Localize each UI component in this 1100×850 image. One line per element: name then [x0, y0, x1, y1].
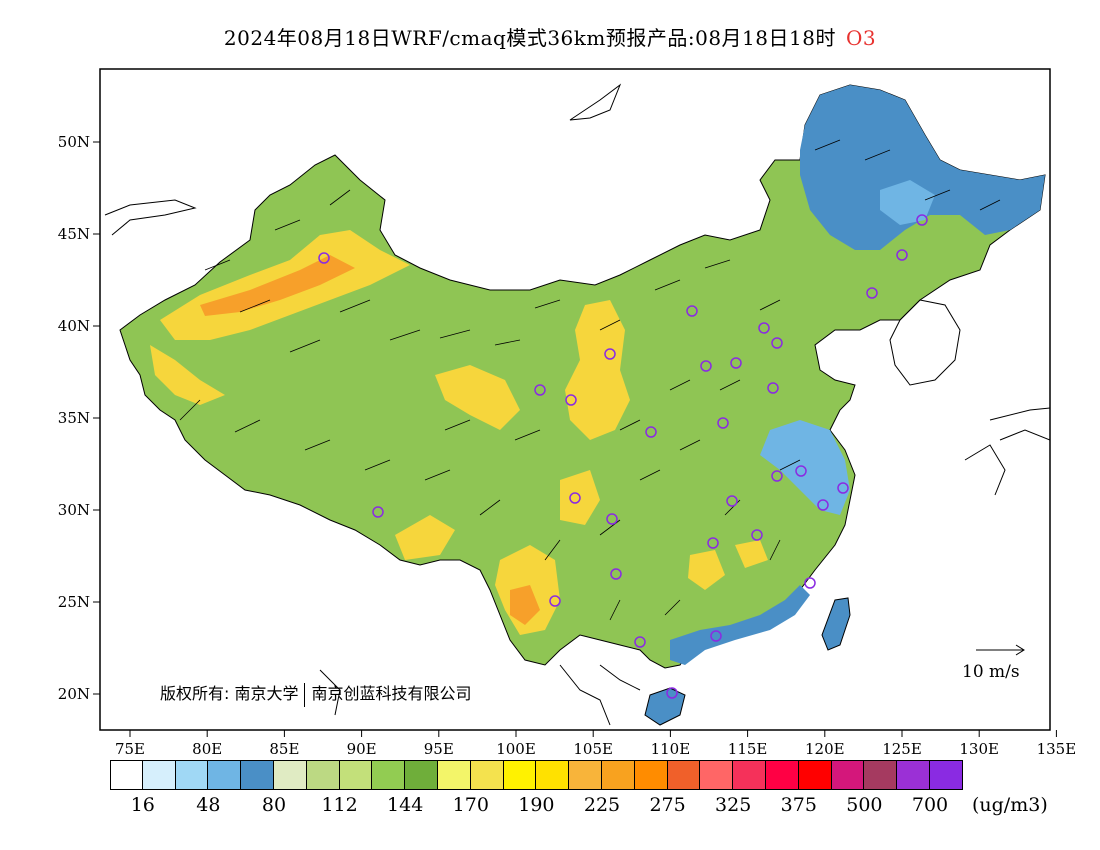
color-legend-unit: (ug/m3)	[972, 794, 1048, 816]
x-tick-label: 75E	[115, 740, 145, 758]
ozone-high-loess	[565, 300, 630, 440]
x-tick-label: 85E	[269, 740, 299, 758]
y-tick-label: 30N	[58, 501, 90, 519]
color-swatch	[142, 760, 176, 790]
x-tick-label: 115E	[728, 740, 768, 758]
ozone-peak-northwest	[200, 255, 355, 316]
map-title: 2024年08月18日WRF/cmaq模式36km预报产品:08月18日18时 O…	[0, 22, 1100, 51]
color-swatch	[634, 760, 668, 790]
hainan-island	[644, 687, 686, 726]
color-swatch	[503, 760, 537, 790]
color-swatch	[601, 760, 635, 790]
color-legend-labels: 16 48 80 112 144 170 190 225 275 325 375 500 700	[110, 794, 1010, 818]
color-legend-label: 112	[321, 794, 358, 816]
color-swatch	[700, 760, 734, 790]
copyright-note: 版权所有: 南京大学 南京创蓝科技有限公司	[160, 680, 472, 707]
color-legend-label: 275	[649, 794, 686, 816]
taiwan-island	[821, 597, 851, 651]
wind-scale-label: 10 m/s	[962, 662, 1020, 682]
copyright-owner: 版权所有: 南京大学	[160, 684, 299, 703]
color-swatch	[667, 760, 701, 790]
color-legend-label: 500	[846, 794, 883, 816]
map-frame	[99, 68, 1051, 731]
y-axis: 20N 25N 30N 35N 40N 45N 50N	[58, 133, 100, 703]
ozone-low-south-coast	[670, 585, 810, 665]
x-tick-label: 110E	[651, 740, 691, 758]
color-swatch	[765, 760, 799, 790]
color-legend-label: 190	[518, 794, 555, 816]
wind-scale-arrow	[976, 644, 1025, 656]
y-tick-label: 35N	[58, 409, 90, 427]
wind-vectors	[179, 139, 1001, 621]
x-tick-label: 95E	[424, 740, 454, 758]
color-swatch	[405, 760, 438, 790]
x-tick-label: 130E	[959, 740, 999, 758]
korea-outline	[889, 299, 961, 386]
y-tick-label: 40N	[58, 317, 90, 335]
x-tick-label: 90E	[347, 740, 377, 758]
ozone-high-central	[435, 365, 520, 430]
color-legend-label: 325	[715, 794, 752, 816]
x-axis: 75E 80E 85E 90E 95E 100E 105E 110E 115E 120E 125E 1…	[115, 730, 1076, 758]
color-swatch	[110, 760, 143, 790]
x-tick-label: 135E	[1037, 740, 1077, 758]
color-swatch	[536, 760, 570, 790]
y-tick-label: 50N	[58, 133, 90, 151]
color-swatch	[733, 760, 766, 790]
y-tick-label: 45N	[58, 225, 90, 243]
copyright-divider	[304, 682, 306, 707]
ozone-low-northeast-core	[880, 180, 935, 225]
x-tick-label: 120E	[805, 740, 845, 758]
color-swatch	[864, 760, 898, 790]
color-swatch	[208, 760, 242, 790]
color-swatch	[241, 760, 274, 790]
color-swatch	[372, 760, 406, 790]
color-legend-label: 170	[452, 794, 489, 816]
color-swatch	[470, 760, 504, 790]
color-swatch	[929, 760, 963, 790]
color-swatch	[897, 760, 930, 790]
color-legend-label: 375	[780, 794, 817, 816]
color-swatch	[273, 760, 307, 790]
indochina-outline	[319, 664, 641, 726]
ozone-high-tibet	[395, 515, 455, 560]
ozone-peak-southwest	[510, 585, 540, 625]
species-label: O3	[845, 26, 877, 50]
ozone-high-jiangxi	[735, 540, 768, 568]
x-tick-label: 105E	[573, 740, 613, 758]
color-swatch	[798, 760, 832, 790]
color-legend	[110, 760, 963, 790]
x-tick-label: 80E	[192, 740, 222, 758]
color-legend-label: 225	[583, 794, 621, 816]
northwest-border-outline	[104, 199, 197, 236]
japan-outline	[964, 407, 1050, 496]
color-swatch	[175, 760, 209, 790]
color-legend-label: 700	[911, 794, 949, 816]
color-swatch	[437, 760, 471, 790]
x-tick-label: 100E	[496, 740, 536, 758]
copyright-company: 南京创蓝科技有限公司	[311, 684, 472, 703]
north-border-outline	[569, 83, 622, 121]
color-swatch	[831, 760, 865, 790]
ozone-low-northeast	[800, 85, 1045, 250]
color-legend-label: 80	[261, 794, 287, 816]
ozone-high-hunan	[688, 550, 725, 590]
color-swatch	[306, 760, 340, 790]
color-legend-label: 144	[387, 794, 424, 816]
color-legend-label: 16	[130, 794, 155, 816]
title-text: 2024年08月18日WRF/cmaq模式36km预报产品:08月18日18时	[223, 26, 836, 50]
color-swatch	[569, 760, 602, 790]
x-tick-label: 125E	[882, 740, 922, 758]
color-swatch	[339, 760, 373, 790]
color-legend-label: 48	[196, 794, 221, 816]
y-tick-label: 20N	[58, 685, 90, 703]
y-tick-label: 25N	[58, 593, 90, 611]
ozone-high-west	[150, 345, 225, 405]
city-markers	[318, 214, 928, 699]
